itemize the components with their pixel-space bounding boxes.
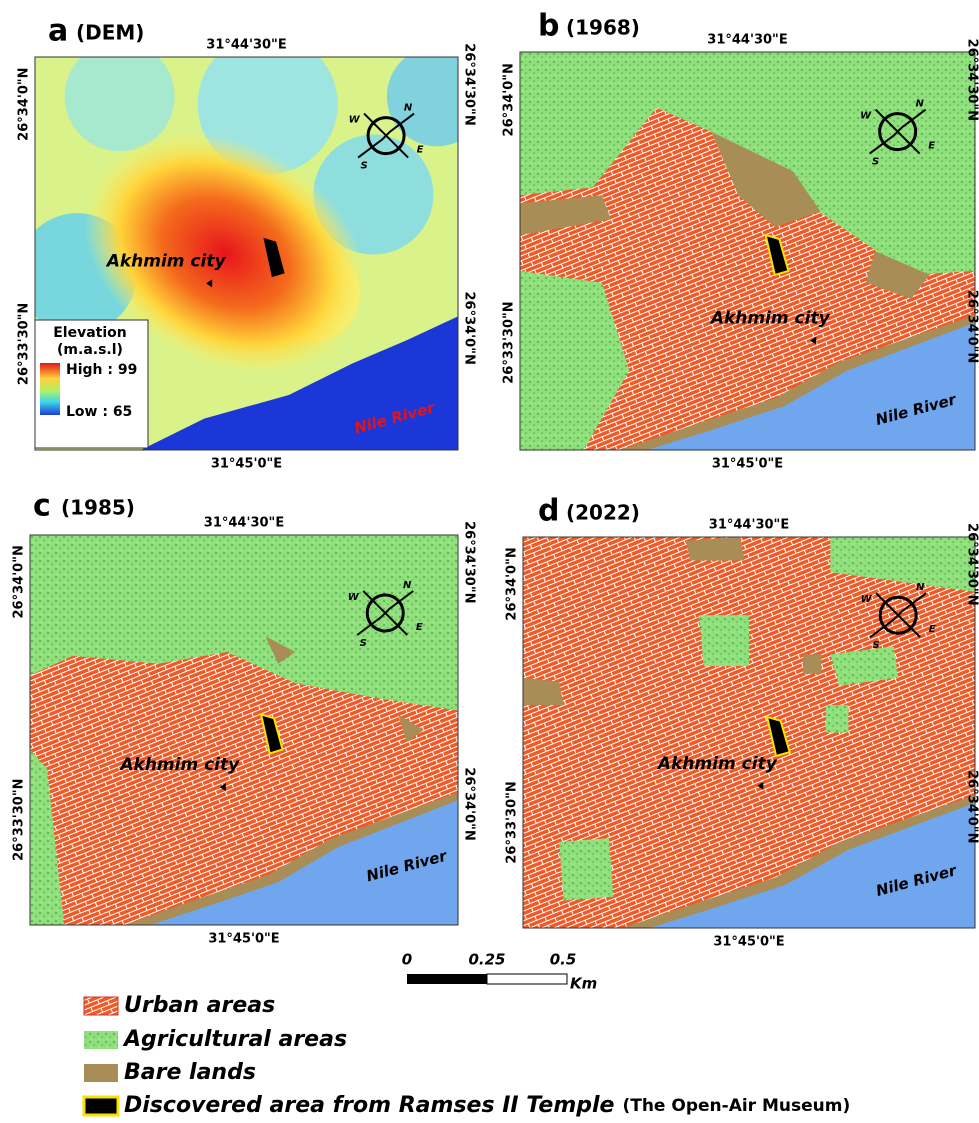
- bottom-coord: 31°45'0"E: [211, 457, 282, 472]
- compass-letter: N: [403, 580, 412, 591]
- scale-label: 0.5: [550, 951, 577, 969]
- map-panel: NESWAkhmim cityNile River: [523, 537, 975, 928]
- left-coord: 26°33'30"N: [505, 781, 520, 863]
- compass-letter: N: [916, 582, 925, 593]
- elevation-title: Elevation: [53, 325, 127, 341]
- compass-letter: N: [404, 103, 413, 114]
- compass-letter: W: [861, 594, 873, 605]
- legend-swatch: [84, 1031, 118, 1049]
- right-coord: 26°34'0"N: [462, 291, 477, 364]
- top-coord: 31°44'30"E: [709, 518, 789, 533]
- panel-subtitle: (DEM): [76, 21, 144, 45]
- city-label: Akhmim city: [709, 309, 831, 329]
- dem-zone: [65, 41, 175, 151]
- agricultural-area: [826, 705, 849, 732]
- left-coord: 26°33'30"N: [17, 303, 32, 385]
- right-coord: 26°34'0"N: [462, 767, 477, 840]
- bottom-coord: 31°45'0"E: [208, 932, 279, 947]
- elevation-unit: (m.a.s.l): [57, 342, 123, 358]
- panel-letter: a: [48, 14, 68, 49]
- legend-label: Bare lands: [124, 1060, 256, 1085]
- right-coord: 26°34'0"N: [965, 290, 979, 363]
- left-coord: 26°34'0"N: [17, 67, 32, 140]
- agricultural-area: [559, 838, 613, 901]
- compass-letter: S: [872, 157, 879, 168]
- bare-land: [803, 654, 821, 674]
- panel-letter: c: [33, 489, 51, 524]
- top-coord: 31°44'30"E: [707, 33, 787, 48]
- scale-white: [487, 974, 567, 984]
- city-label: Akhmim city: [656, 754, 778, 774]
- left-coord: 26°33'30"N: [12, 778, 27, 860]
- top-coord: 31°44'30"E: [206, 38, 286, 53]
- scale-unit: Km: [570, 975, 597, 993]
- top-coord: 31°44'30"E: [204, 516, 284, 531]
- city-label: Akhmim city: [105, 251, 227, 271]
- elevation-high: High : 99: [66, 362, 137, 378]
- right-coord: 26°34'30"N: [965, 523, 979, 605]
- compass-letter: E: [416, 622, 423, 633]
- elevation-low: Low : 65: [66, 404, 132, 420]
- scale-black: [407, 974, 487, 984]
- legend-note: (The Open-Air Museum): [622, 1096, 850, 1116]
- left-coord: 26°34'0"N: [505, 547, 520, 620]
- right-coord: 26°34'30"N: [462, 43, 477, 125]
- scale-label: 0.25: [468, 951, 505, 969]
- right-coord: 26°34'30"N: [965, 39, 979, 121]
- compass-letter: E: [928, 141, 935, 152]
- compass-letter: E: [929, 624, 936, 635]
- panel-subtitle: (1985): [61, 496, 135, 520]
- legend-swatch: [84, 997, 118, 1015]
- bare-land: [686, 537, 745, 561]
- compass-letter: E: [417, 145, 424, 156]
- bottom-coord: 31°45'0"E: [712, 457, 783, 472]
- compass-letter: S: [360, 161, 367, 172]
- figure: NESWAkhmim cityNile Rivera(DEM)31°44'30"…: [0, 0, 979, 1123]
- panel-letter: b: [538, 9, 559, 44]
- city-label: Akhmim city: [118, 755, 240, 775]
- agricultural-area: [699, 615, 749, 666]
- left-coord: 26°34'0"N: [12, 545, 27, 618]
- legend-label: Discovered area from Ramses II Temple: [124, 1093, 615, 1118]
- compass-letter: S: [873, 640, 880, 651]
- compass-letter: W: [349, 115, 361, 126]
- right-coord: 26°34'0"N: [965, 770, 979, 843]
- left-coord: 26°34'0"N: [502, 63, 517, 136]
- compass-letter: S: [360, 638, 367, 649]
- legend-swatch: [84, 1064, 118, 1082]
- panel-subtitle: (2022): [566, 501, 640, 525]
- left-coord: 26°33'30"N: [502, 301, 517, 383]
- bare-land: [523, 678, 564, 705]
- bottom-coord: 31°45'0"E: [713, 935, 784, 950]
- scale-label: 0: [402, 951, 412, 969]
- compass-letter: N: [915, 99, 924, 110]
- elevation-ramp: [40, 363, 60, 415]
- panel-letter: d: [538, 494, 559, 529]
- legend-label: Urban areas: [124, 993, 275, 1018]
- compass-letter: W: [348, 592, 360, 603]
- legend-label: Agricultural areas: [122, 1027, 347, 1052]
- legend-swatch: [84, 1097, 118, 1115]
- compass-letter: W: [860, 111, 872, 122]
- panel-subtitle: (1968): [566, 16, 640, 40]
- right-coord: 26°34'30"N: [462, 521, 477, 603]
